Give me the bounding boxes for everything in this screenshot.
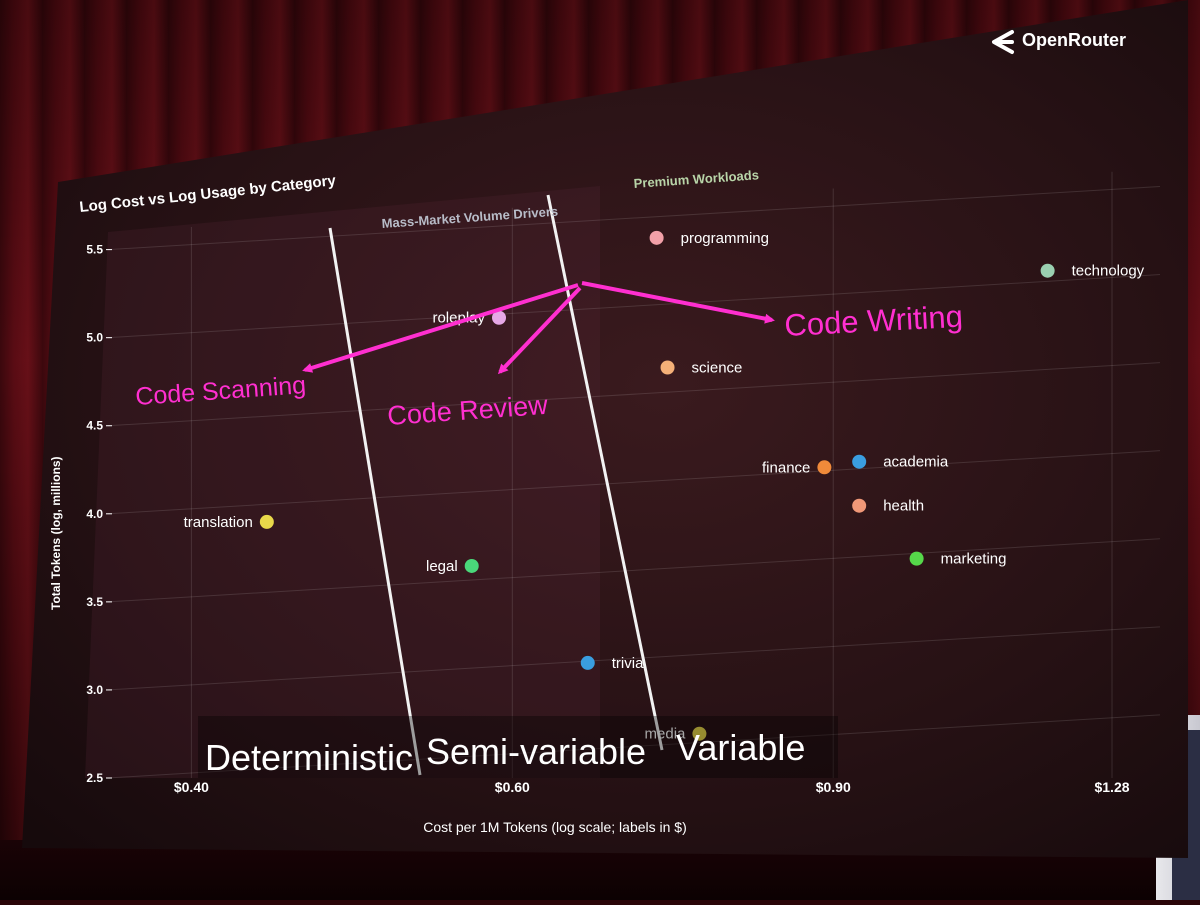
brand-name: OpenRouter	[1022, 30, 1126, 50]
grid-line-y-5	[107, 274, 1161, 339]
point-marketing	[909, 551, 924, 566]
point-label-academia: academia	[883, 454, 949, 471]
x-tick-label-0: $0.40	[174, 779, 209, 795]
grid-line-y-2	[107, 538, 1161, 603]
arrow-code-scanning	[302, 283, 579, 373]
point-health	[852, 498, 867, 513]
annotation-arrows	[302, 281, 775, 375]
grid-line-y-0	[107, 714, 1161, 779]
grid-line-y-4	[107, 362, 1161, 427]
grid-line-y-1	[107, 626, 1161, 691]
point-roleplay	[492, 310, 507, 325]
point-translation	[259, 514, 274, 529]
point-programming	[649, 230, 664, 245]
x-axis-label: Cost per 1M Tokens (log scale; labels in…	[423, 819, 687, 835]
y-tick-label-3: 4.0	[86, 507, 103, 521]
zone-label-semi-variable: Semi-variable	[426, 731, 646, 772]
point-label-trivia: trivia	[612, 655, 644, 672]
point-label-translation: translation	[184, 514, 253, 531]
grid-line-y-3	[107, 450, 1161, 515]
y-tick-label-5: 5.0	[86, 331, 103, 345]
point-finance	[817, 460, 832, 475]
point-label-marketing: marketing	[941, 551, 1007, 568]
point-technology	[1040, 263, 1055, 278]
point-media	[692, 726, 707, 741]
point-label-science: science	[692, 360, 743, 377]
x-axis-ticks: $0.40 $0.60 $0.90 $1.28	[174, 779, 1130, 795]
point-label-finance: finance	[762, 459, 810, 476]
y-axis-ticks: 2.5 3.0 3.5 4.0 4.5 5.0 5.5	[86, 243, 112, 785]
point-label-legal: legal	[426, 558, 458, 575]
zone-label-variable: Variable	[676, 727, 805, 768]
y-tick-label-4: 4.5	[86, 419, 103, 433]
x-tick-label-1: $0.60	[495, 779, 530, 795]
zone-label-backdrop	[198, 716, 838, 778]
divider-line-deterministic	[328, 227, 422, 776]
arrow-code-review	[497, 286, 582, 375]
screen-surface	[22, 0, 1188, 858]
point-label-technology: technology	[1072, 263, 1145, 280]
grid-line-y-6	[107, 185, 1161, 251]
point-label-roleplay: roleplay	[432, 310, 485, 327]
arrow-code-writing	[581, 281, 775, 324]
y-tick-label-1: 3.0	[86, 683, 103, 697]
point-trivia	[580, 655, 595, 670]
y-tick-label-6: 5.5	[86, 243, 103, 257]
point-label-health: health	[883, 498, 924, 515]
y-axis-label: Total Tokens (log, millions)	[49, 456, 63, 610]
point-label-programming: programming	[681, 230, 769, 247]
point-academia	[852, 454, 867, 469]
x-tick-label-2: $0.90	[816, 779, 851, 795]
point-legal	[464, 558, 479, 573]
point-label-media: media	[645, 726, 687, 743]
data-points: programming technology roleplay science acad…	[184, 230, 1145, 743]
point-science	[660, 360, 675, 375]
openrouter-logo-icon	[992, 30, 1014, 54]
y-tick-label-2: 3.5	[86, 595, 103, 609]
y-tick-label-0: 2.5	[86, 771, 103, 785]
plot-area-left-band	[85, 186, 600, 778]
zone-label-deterministic: Deterministic	[205, 737, 413, 778]
brand-logo: OpenRouter	[992, 30, 1126, 54]
grid	[107, 171, 1161, 779]
x-tick-label-3: $1.28	[1094, 779, 1129, 795]
